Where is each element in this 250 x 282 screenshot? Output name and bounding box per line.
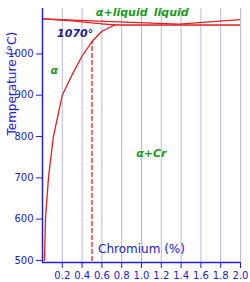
svg-text:0.4: 0.4 — [74, 270, 90, 281]
svg-text:900: 900 — [14, 89, 34, 101]
svg-text:0.8: 0.8 — [114, 270, 130, 281]
svg-text:1.8: 1.8 — [213, 270, 229, 281]
svg-text:1000: 1000 — [8, 48, 34, 60]
svg-text:α+Cr: α+Cr — [136, 147, 167, 160]
svg-text:1.2: 1.2 — [153, 270, 169, 281]
svg-text:α: α — [51, 64, 59, 77]
svg-text:α+liquid: α+liquid — [96, 6, 148, 19]
svg-text:1070°: 1070° — [57, 27, 93, 40]
svg-text:Temperature (°C): Temperature (°C) — [5, 32, 19, 137]
svg-text:1.6: 1.6 — [193, 270, 209, 281]
svg-text:600: 600 — [14, 213, 33, 224]
svg-text:1.4: 1.4 — [173, 270, 189, 281]
svg-text:0.2: 0.2 — [54, 270, 70, 281]
svg-text:0.6: 0.6 — [94, 270, 110, 281]
svg-text:liquid: liquid — [154, 6, 189, 19]
svg-text:500: 500 — [14, 255, 33, 266]
svg-text:2.0: 2.0 — [233, 270, 249, 281]
svg-text:700: 700 — [14, 172, 33, 183]
svg-text:800: 800 — [14, 130, 34, 142]
svg-text:1.0: 1.0 — [134, 270, 150, 281]
svg-text:Chromium (%): Chromium (%) — [98, 242, 185, 256]
